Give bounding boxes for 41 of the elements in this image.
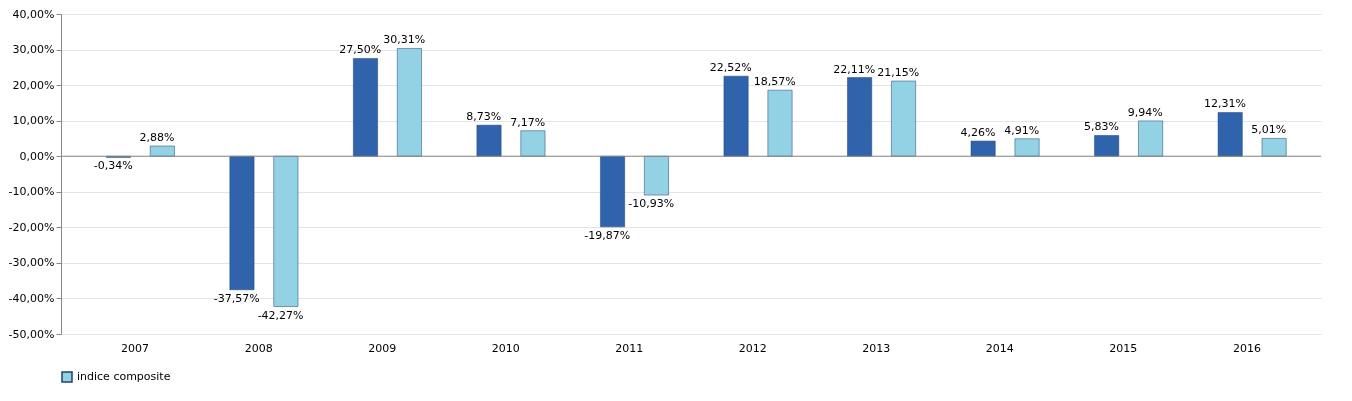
data-label: 5,01% <box>1251 123 1287 137</box>
x-tick-label: 2007 <box>121 341 150 355</box>
x-tick-label: 2015 <box>1109 341 1138 355</box>
y-tick-label: -20,00% <box>8 220 55 234</box>
data-label: 9,94% <box>1127 105 1163 119</box>
x-tick-label: 2014 <box>985 341 1014 355</box>
y-tick-label: -40,00% <box>8 291 55 305</box>
y-tick-label: 20,00% <box>12 78 55 92</box>
y-tick-label: 30,00% <box>12 43 55 57</box>
data-label: -42,27% <box>257 308 304 322</box>
data-label: -37,57% <box>213 291 260 305</box>
x-tick-label: 2013 <box>862 341 891 355</box>
y-tick-label: -50,00% <box>8 327 55 341</box>
data-label: 8,73% <box>466 110 502 124</box>
x-tick-label: 2016 <box>1232 341 1261 355</box>
data-label: 4,91% <box>1004 123 1040 137</box>
data-label: 27,50% <box>339 43 382 57</box>
x-tick-label: 2009 <box>368 341 397 355</box>
x-tick-label: 2010 <box>491 341 520 355</box>
y-tick-label: 40,00% <box>12 7 55 21</box>
data-label: 5,83% <box>1083 120 1119 134</box>
data-label: 30,31% <box>383 33 426 47</box>
data-label: 7,17% <box>510 115 546 129</box>
x-tick-label: 2008 <box>244 341 273 355</box>
data-label: -19,87% <box>584 228 631 242</box>
data-label: 22,52% <box>709 61 752 75</box>
data-label: 21,15% <box>877 66 920 80</box>
y-tick-label: -30,00% <box>8 256 55 270</box>
data-label: 18,57% <box>753 75 796 89</box>
data-label: 4,26% <box>960 126 996 140</box>
data-label: 2,88% <box>139 130 175 144</box>
data-label: 22,11% <box>833 62 876 76</box>
y-tick-label: 10,00% <box>12 114 55 128</box>
y-tick-label: -10,00% <box>8 185 55 199</box>
legend-label: indice composite <box>77 370 171 383</box>
data-label: -10,93% <box>628 197 675 211</box>
x-tick-label: 2012 <box>738 341 767 355</box>
data-label: -0,34% <box>93 159 133 173</box>
data-label: 12,31% <box>1203 97 1246 111</box>
y-tick-label: 0,00% <box>19 149 55 163</box>
x-tick-label: 2011 <box>615 341 644 355</box>
